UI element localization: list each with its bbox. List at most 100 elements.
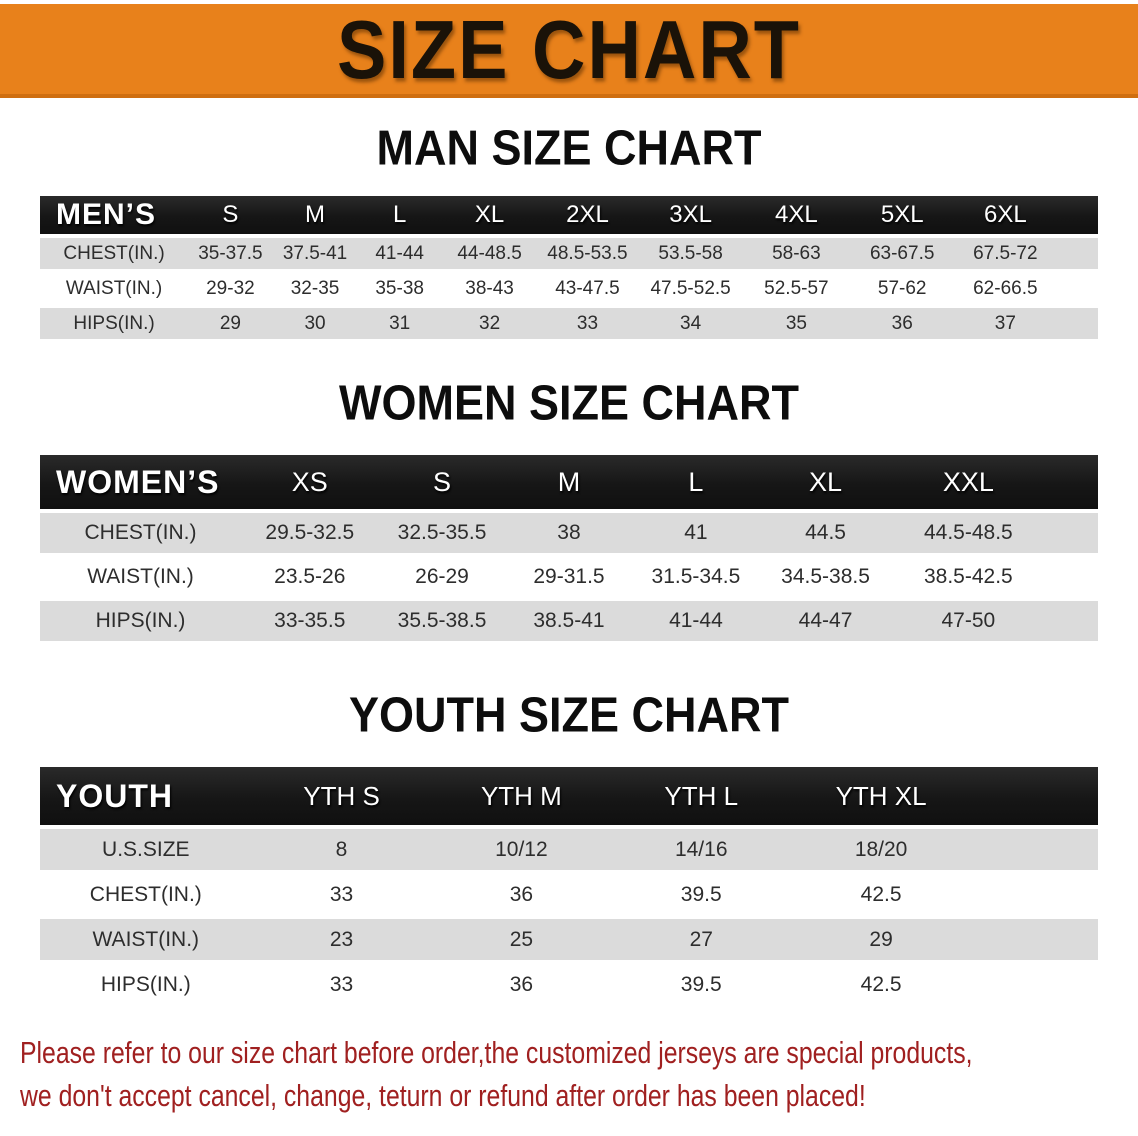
size-cell: 41-44 (357, 238, 442, 269)
size-cell: 10/12 (431, 829, 612, 870)
size-cell: 14/16 (611, 829, 792, 870)
column-header: YTH S (251, 767, 432, 825)
size-chart-title: SIZE CHART (337, 2, 801, 96)
youth-band-label: YOUTH (40, 767, 252, 825)
spacer (971, 919, 1098, 960)
youth-size-table: YOUTH YTH S YTH M YTH L YTH XL U.S.SIZE … (40, 763, 1098, 1009)
men-size-table: MEN’S S M L XL 2XL 3XL 4XL 5XL 6XL CHEST… (40, 192, 1098, 343)
spacer (971, 767, 1098, 825)
size-cell: 43-47.5 (537, 273, 638, 304)
size-cell: 27 (611, 919, 792, 960)
size-cell: 29-32 (188, 273, 273, 304)
column-header: XS (241, 455, 379, 509)
spacer (1045, 455, 1098, 509)
table-row: WAIST(IN.) 29-32 32-35 35-38 38-43 43-47… (40, 273, 1098, 304)
size-cell: 41-44 (632, 601, 760, 641)
size-cell: 25 (431, 919, 612, 960)
size-cell: 32 (441, 308, 538, 339)
size-cell: 37 (955, 308, 1056, 339)
column-header: S (188, 196, 273, 234)
column-header: 4XL (743, 196, 850, 234)
size-cell: 35-37.5 (188, 238, 273, 269)
spacer (971, 829, 1098, 870)
row-label: WAIST(IN.) (40, 557, 242, 597)
men-header-row: MEN’S S M L XL 2XL 3XL 4XL 5XL 6XL (40, 196, 1098, 234)
size-cell: 29-31.5 (505, 557, 633, 597)
row-label: CHEST(IN.) (40, 874, 252, 915)
table-row: CHEST(IN.) 33 36 39.5 42.5 (40, 874, 1098, 915)
table-row: WAIST(IN.) 23 25 27 29 (40, 919, 1098, 960)
column-header: XXL (891, 455, 1046, 509)
size-cell: 39.5 (611, 874, 792, 915)
size-cell: 33 (537, 308, 638, 339)
row-label: HIPS(IN.) (40, 601, 242, 641)
column-header: S (378, 455, 506, 509)
size-cell: 38-43 (441, 273, 538, 304)
size-cell: 26-29 (378, 557, 506, 597)
size-cell: 48.5-53.5 (537, 238, 638, 269)
size-cell: 62-66.5 (955, 273, 1056, 304)
size-cell: 47-50 (891, 601, 1046, 641)
size-cell: 38.5-42.5 (891, 557, 1046, 597)
women-header-row: WOMEN’S XS S M L XL XXL (40, 455, 1098, 509)
row-label: U.S.SIZE (40, 829, 252, 870)
row-label: WAIST(IN.) (40, 919, 252, 960)
size-cell: 34.5-38.5 (759, 557, 892, 597)
size-cell: 47.5-52.5 (637, 273, 744, 304)
table-row: HIPS(IN.) 29 30 31 32 33 34 35 36 37 (40, 308, 1098, 339)
size-cell: 32-35 (272, 273, 358, 304)
column-header: L (632, 455, 760, 509)
size-cell: 38.5-41 (505, 601, 633, 641)
column-header: YTH L (611, 767, 792, 825)
men-chart-heading: MAN SIZE CHART (376, 119, 762, 176)
table-row: U.S.SIZE 8 10/12 14/16 18/20 (40, 829, 1098, 870)
column-header: YTH M (431, 767, 612, 825)
order-notice: Please refer to our size chart before or… (20, 1031, 1138, 1117)
size-cell: 44-48.5 (441, 238, 538, 269)
table-row: CHEST(IN.) 29.5-32.5 32.5-35.5 38 41 44.… (40, 513, 1098, 553)
size-cell: 18/20 (791, 829, 972, 870)
spacer (1055, 308, 1098, 339)
row-label: WAIST(IN.) (40, 273, 189, 304)
table-row: CHEST(IN.) 35-37.5 37.5-41 41-44 44-48.5… (40, 238, 1098, 269)
size-cell: 29 (188, 308, 273, 339)
size-cell: 36 (431, 964, 612, 1005)
youth-chart-heading: YOUTH SIZE CHART (348, 686, 789, 743)
column-header: XL (759, 455, 892, 509)
column-header: L (357, 196, 442, 234)
size-cell: 42.5 (791, 874, 972, 915)
size-cell: 63-67.5 (849, 238, 956, 269)
size-cell: 32.5-35.5 (378, 513, 506, 553)
column-header: XL (441, 196, 538, 234)
table-row: WAIST(IN.) 23.5-26 26-29 29-31.5 31.5-34… (40, 557, 1098, 597)
spacer (971, 874, 1098, 915)
size-cell: 42.5 (791, 964, 972, 1005)
size-cell: 53.5-58 (637, 238, 744, 269)
size-cell: 44-47 (759, 601, 892, 641)
men-section: MAN SIZE CHART MEN’S S M L XL 2XL 3XL 4X… (0, 119, 1138, 343)
women-section: WOMEN SIZE CHART WOMEN’S XS S M L XL XXL… (0, 374, 1138, 645)
size-cell: 35.5-38.5 (378, 601, 506, 641)
size-cell: 38 (505, 513, 633, 553)
notice-line-2: we don't accept cancel, change, teturn o… (20, 1078, 866, 1113)
column-header: 6XL (955, 196, 1056, 234)
spacer (1045, 601, 1098, 641)
spacer (971, 964, 1098, 1005)
table-row: HIPS(IN.) 33 36 39.5 42.5 (40, 964, 1098, 1005)
size-cell: 36 (431, 874, 612, 915)
spacer (1055, 273, 1098, 304)
size-cell: 37.5-41 (272, 238, 358, 269)
notice-line-1: Please refer to our size chart before or… (20, 1035, 973, 1070)
size-cell: 33-35.5 (241, 601, 379, 641)
row-label: HIPS(IN.) (40, 964, 252, 1005)
column-header: 2XL (537, 196, 638, 234)
size-cell: 33 (251, 964, 432, 1005)
size-cell: 36 (849, 308, 956, 339)
size-cell: 52.5-57 (743, 273, 850, 304)
size-cell: 8 (251, 829, 432, 870)
size-cell: 57-62 (849, 273, 956, 304)
women-band-label: WOMEN’S (40, 455, 242, 509)
women-size-table: WOMEN’S XS S M L XL XXL CHEST(IN.) 29.5-… (40, 451, 1098, 645)
size-cell: 23 (251, 919, 432, 960)
size-cell: 35 (743, 308, 850, 339)
